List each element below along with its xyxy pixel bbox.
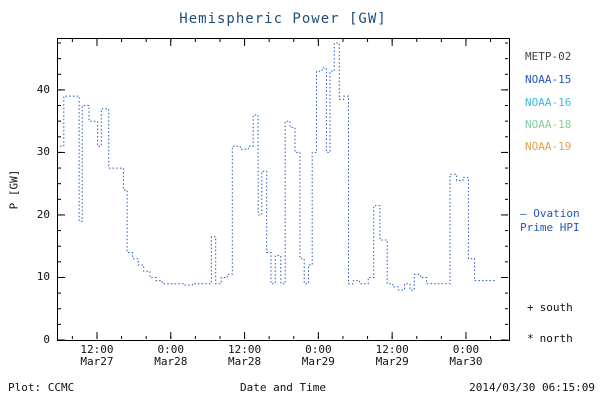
y-tick-label: 10 — [36, 270, 50, 284]
legend-item-noaa15: NOAA-15 — [525, 73, 572, 86]
series-note-line2: Prime HPI — [520, 221, 580, 234]
north-marker-key: * north — [527, 332, 573, 345]
legend-item-metp02: METP-02 — [525, 50, 572, 63]
x-tick-label: 12:00 Mar29 — [375, 343, 409, 368]
x-tick-label: 0:00 Mar28 — [154, 343, 188, 368]
legend-item-noaa16: NOAA-16 — [525, 96, 572, 109]
x-tick-label: 12:00 Mar28 — [228, 343, 262, 368]
y-tick-label: 0 — [43, 333, 50, 346]
legend-item-noaa18: NOAA-18 — [525, 118, 572, 131]
north-label: north — [539, 332, 573, 345]
y-tick-label: 20 — [36, 207, 50, 221]
timestamp: 2014/03/30 06:15:09 — [469, 381, 595, 394]
y-tick-label: 30 — [36, 145, 50, 159]
x-tick-label: 0:00 Mar30 — [449, 343, 483, 368]
y-tick-label: 40 — [36, 82, 50, 96]
legend-item-noaa19: NOAA-19 — [525, 140, 572, 153]
south-marker-key: + south — [527, 301, 573, 314]
asterisk-marker-icon: * — [527, 332, 534, 345]
series-note-ovation-prime-hpi: — Ovation Prime HPI — [520, 207, 580, 235]
x-tick-label: 0:00 Mar29 — [301, 343, 335, 368]
plot-credit: Plot: CCMC — [8, 381, 75, 394]
x-tick-label: 12:00 Mar27 — [80, 343, 114, 368]
x-axis-label: Date and Time — [239, 381, 327, 394]
plus-marker-icon: + — [527, 301, 534, 314]
series-note-line1: — Ovation — [520, 207, 580, 220]
page-title: Hemispheric Power [GW] — [179, 11, 387, 27]
south-label: south — [539, 301, 573, 314]
